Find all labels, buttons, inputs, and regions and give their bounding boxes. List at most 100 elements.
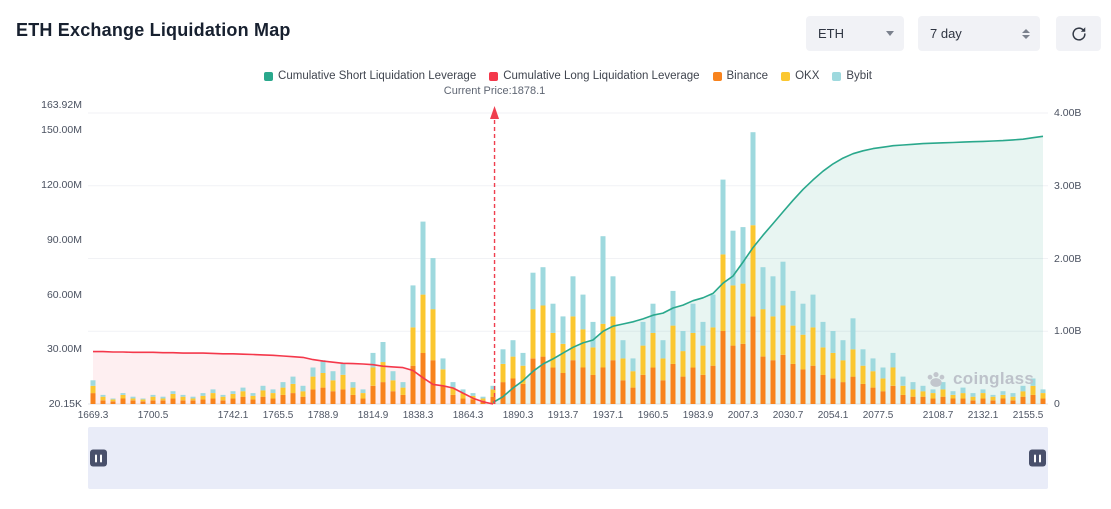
bar-binance [960, 398, 966, 404]
legend-item-cumulative-short-liquidation-leverage[interactable]: Cumulative Short Liquidation Leverage [264, 70, 476, 82]
page-title: ETH Exchange Liquidation Map [16, 20, 291, 40]
bar-binance [580, 367, 586, 404]
bar-bybit [1020, 385, 1026, 392]
chart-legend: Cumulative Short Liquidation Leverage Cum… [88, 70, 1048, 82]
bar-binance [380, 382, 386, 404]
legend-label: Bybit [846, 70, 872, 82]
legend-swatch [489, 71, 499, 81]
bar-bybit [410, 285, 416, 328]
bar-binance [510, 378, 516, 404]
bar-okx [190, 398, 196, 401]
refresh-icon [1071, 26, 1086, 41]
bar-binance [790, 363, 796, 404]
bar-bybit [1010, 393, 1016, 397]
legend-label: Binance [726, 70, 769, 82]
x-axis-tick: 2030.7 [772, 410, 804, 421]
bar-okx [780, 305, 786, 355]
range-brush-track[interactable] [88, 427, 1048, 489]
bar-bybit [820, 321, 826, 348]
bar-binance [300, 396, 306, 404]
bar-bybit [560, 316, 566, 344]
x-axis-tick: 1960.5 [637, 410, 669, 421]
bar-binance [700, 374, 706, 404]
bar-binance [280, 394, 286, 404]
bar-okx [1020, 391, 1026, 397]
bar-bybit [760, 267, 766, 310]
left-axis-tick: 163.92M [41, 99, 82, 111]
bar-bybit [810, 294, 816, 328]
bar-binance [1030, 394, 1036, 404]
bar-okx [980, 393, 986, 399]
bar-binance [90, 393, 96, 404]
bar-binance [920, 396, 926, 404]
legend-item-cumulative-long-liquidation-leverage[interactable]: Cumulative Long Liquidation Leverage [489, 70, 700, 82]
bar-bybit [510, 340, 516, 357]
period-select[interactable]: 7 day [918, 16, 1040, 51]
brush-handle-left[interactable] [90, 449, 107, 467]
x-axis-tick: 2054.1 [817, 410, 849, 421]
bar-binance [500, 382, 506, 404]
bar-okx [860, 365, 866, 384]
bar-binance [720, 331, 726, 404]
left-axis-tick: 20.15K [48, 397, 82, 410]
bar-binance [1040, 398, 1046, 404]
bar-okx [370, 367, 376, 386]
bar-okx [250, 395, 256, 400]
bar-binance [650, 367, 656, 404]
bar-okx [550, 332, 556, 368]
bar-okx [540, 305, 546, 357]
bar-binance [970, 400, 976, 404]
legend-label: Cumulative Short Liquidation Leverage [278, 70, 477, 82]
legend-swatch [781, 71, 791, 81]
bar-binance [440, 385, 446, 404]
bar-binance [630, 387, 636, 404]
bar-bybit [500, 349, 506, 364]
bar-bybit [260, 385, 266, 391]
bar-okx [100, 396, 106, 401]
bar-binance [350, 394, 356, 404]
bar-binance [690, 367, 696, 404]
x-axis-tick: 2108.7 [922, 410, 954, 421]
legend-swatch [832, 71, 842, 81]
bar-okx [660, 358, 666, 381]
bar-bybit [480, 396, 486, 399]
legend-item-binance[interactable]: Binance [712, 70, 769, 82]
bar-okx [400, 387, 406, 395]
bar-okx [630, 371, 636, 388]
legend-item-okx[interactable]: OKX [781, 70, 819, 82]
bar-bybit [470, 393, 476, 396]
bar-bybit [720, 179, 726, 255]
bar-bybit [430, 258, 436, 310]
bar-okx [770, 316, 776, 361]
bar-bybit [450, 382, 456, 388]
bar-binance [640, 374, 646, 404]
bar-bybit [710, 294, 716, 328]
refresh-button[interactable] [1056, 16, 1101, 51]
bar-binance [100, 400, 106, 404]
bar-bybit [540, 267, 546, 306]
bar-okx [1000, 394, 1006, 399]
x-axis-tick: 2155.5 [1012, 410, 1044, 421]
bar-okx [920, 391, 926, 397]
brush-handle-right[interactable] [1029, 449, 1046, 467]
bar-okx [940, 389, 946, 397]
bar-bybit [90, 380, 96, 386]
bar-bybit [870, 358, 876, 372]
bar-binance [490, 396, 496, 404]
bar-okx [740, 283, 746, 344]
bar-binance [820, 374, 826, 404]
symbol-select[interactable]: ETH [806, 16, 904, 51]
bar-bybit [420, 221, 426, 295]
bar-okx [600, 323, 606, 368]
legend-item-bybit[interactable]: Bybit [832, 70, 872, 82]
bar-bybit [880, 367, 886, 379]
bar-binance [370, 385, 376, 404]
bar-okx [200, 395, 206, 400]
bar-bybit [640, 321, 646, 346]
bar-okx [210, 393, 216, 399]
bar-binance [990, 400, 996, 404]
bar-okx [300, 391, 306, 397]
bar-binance [170, 398, 176, 404]
bar-binance [670, 363, 676, 404]
